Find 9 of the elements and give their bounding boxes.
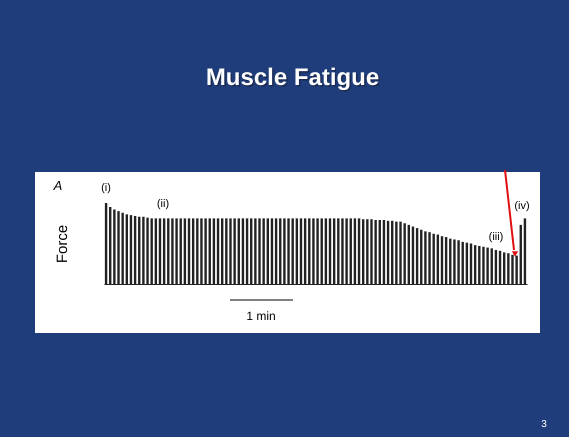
- annotation: (iv): [514, 200, 530, 212]
- annotation: (iii): [488, 231, 504, 243]
- text: A: [52, 178, 62, 193]
- text: 1 min: [246, 309, 276, 323]
- y-axis-title: Force: [54, 224, 71, 264]
- text: 3: [541, 419, 548, 430]
- chart-title: Muscle Fatigue: [207, 66, 381, 92]
- text: (i): [101, 182, 111, 194]
- annotation: (ii): [156, 198, 170, 210]
